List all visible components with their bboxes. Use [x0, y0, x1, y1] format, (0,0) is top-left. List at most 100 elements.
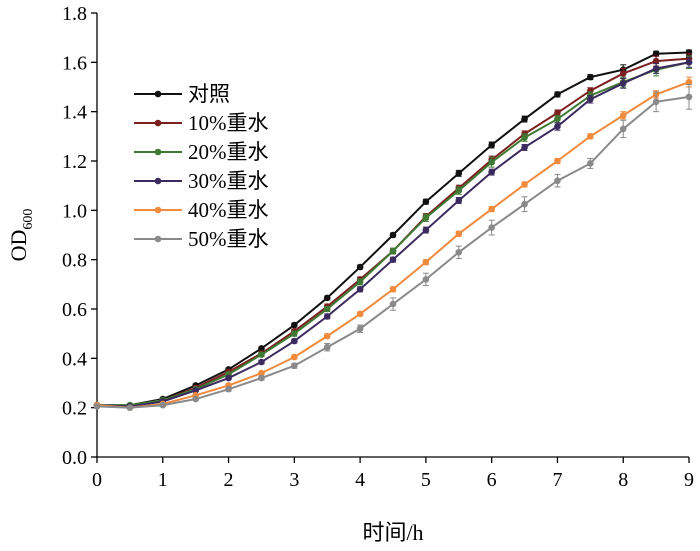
x-tick-label: 2: [224, 469, 234, 491]
data-point: [488, 158, 495, 166]
data-point: [488, 168, 495, 176]
data-point: [258, 345, 265, 352]
data-point: [652, 65, 660, 72]
legend-label: 40%重水: [188, 198, 269, 222]
y-tick-label: 1.6: [62, 52, 87, 74]
legend-marker: [154, 119, 162, 127]
y-axis-title-main: OD: [6, 230, 31, 262]
y-tick-label: 1.2: [62, 151, 87, 173]
data-point: [554, 91, 561, 98]
data-point: [455, 197, 463, 204]
data-point: [554, 157, 561, 165]
legend-marker: [154, 206, 162, 214]
data-point: [323, 305, 331, 313]
data-point: [356, 325, 364, 333]
data-point: [685, 78, 693, 86]
data-point: [389, 247, 397, 255]
y-tick-label: 0.4: [62, 348, 87, 370]
data-point: [619, 112, 627, 119]
data-point: [356, 278, 364, 286]
data-point: [521, 115, 528, 123]
y-tick-label: 0.0: [62, 447, 87, 469]
data-point: [619, 70, 627, 77]
series-5: [93, 76, 693, 411]
data-point: [619, 80, 627, 87]
x-axis-title: 时间/h: [362, 520, 423, 545]
legend-marker: [154, 235, 162, 243]
legend-entry: 30%重水: [134, 169, 269, 193]
data-point: [422, 226, 430, 234]
legend-label: 10%重水: [188, 111, 269, 135]
data-point: [323, 332, 331, 340]
data-point: [521, 200, 528, 208]
data-point: [93, 403, 101, 410]
x-tick-label: 7: [552, 469, 562, 491]
legend-label: 对照: [188, 82, 230, 106]
y-tick-label: 0.8: [62, 250, 87, 272]
legend: 对照 10%重水 20%重水 30%重水 40%重水 50%重水: [134, 82, 269, 251]
y-axis-title-subscript: 600: [21, 209, 36, 230]
x-tick-label: 3: [289, 469, 299, 491]
legend-entry: 20%重水: [134, 140, 269, 164]
data-point: [258, 358, 265, 366]
data-point: [521, 134, 528, 141]
data-point: [554, 115, 561, 123]
data-point: [685, 59, 693, 66]
data-point: [192, 387, 199, 394]
data-point: [455, 187, 463, 194]
data-point: [422, 276, 430, 283]
y-tick-label: 0.6: [62, 299, 87, 321]
data-point: [258, 374, 265, 382]
data-point: [192, 395, 199, 403]
data-point: [488, 224, 495, 231]
legend-entry: 40%重水: [134, 198, 269, 222]
data-point: [554, 123, 561, 130]
data-point: [291, 337, 298, 345]
data-point: [291, 353, 298, 361]
data-point: [422, 258, 430, 266]
y-tick-label: 1.8: [62, 3, 87, 25]
x-tick-label: 4: [355, 469, 365, 491]
data-point: [488, 141, 495, 149]
x-tick-label: 1: [158, 469, 168, 491]
data-point: [258, 351, 265, 358]
data-point: [685, 93, 693, 101]
legend-marker: [154, 90, 162, 98]
data-point: [225, 374, 232, 382]
data-point: [291, 321, 298, 329]
data-point: [323, 343, 331, 351]
y-tick-label: 0.2: [62, 398, 87, 420]
data-point: [587, 73, 594, 81]
data-point: [159, 401, 167, 409]
x-tick-label: 0: [92, 469, 102, 491]
data-point: [455, 248, 463, 256]
data-point: [488, 205, 495, 213]
data-point: [422, 198, 430, 205]
data-point: [126, 404, 134, 411]
data-point: [389, 231, 397, 239]
legend-entry: 50%重水: [134, 227, 269, 251]
legend-label: 20%重水: [188, 140, 269, 164]
y-tick-label: 1.4: [62, 102, 87, 124]
data-point: [619, 125, 627, 133]
legend-marker: [154, 177, 162, 185]
data-point: [291, 362, 298, 370]
data-point: [356, 263, 364, 271]
legend-label: 30%重水: [188, 169, 269, 193]
series-line: [96, 81, 690, 409]
data-point: [554, 109, 561, 117]
data-point: [652, 98, 660, 106]
data-point: [652, 50, 660, 57]
series-1: [93, 49, 693, 409]
data-point: [225, 385, 232, 393]
legend-entry: 对照: [134, 82, 230, 106]
data-point: [323, 313, 331, 320]
data-point: [587, 133, 594, 140]
x-tick-label: 5: [421, 469, 431, 491]
data-point: [389, 256, 397, 263]
data-point: [389, 285, 397, 293]
data-point: [521, 144, 528, 151]
y-tick-label: 1.0: [62, 200, 87, 222]
data-point: [554, 177, 561, 185]
